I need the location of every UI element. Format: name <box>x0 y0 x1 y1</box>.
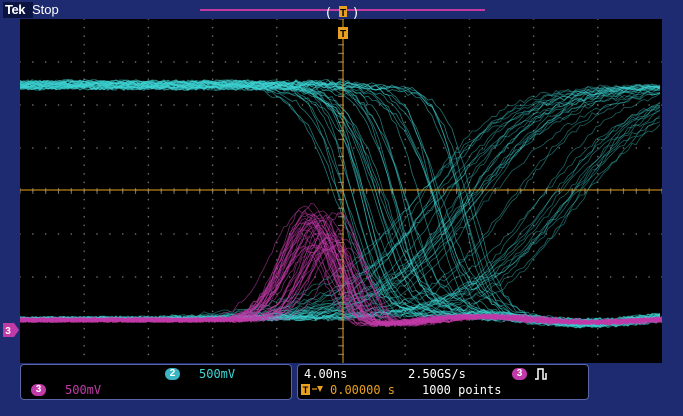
ch2-trace-rising <box>19 84 661 322</box>
svg-text:(: ( <box>326 6 331 21</box>
brand-text: Tek <box>5 2 25 17</box>
horizontal-trigger-readout-panel[interactable]: 4.00ns 2.50GS/s 3 T 0.00000 s 1000 point… <box>297 364 589 400</box>
ch3-trace <box>19 220 663 326</box>
ch3-badge: 3 <box>31 384 46 396</box>
vertical-readout-panel[interactable]: 2 500mV 3 500mV <box>20 364 292 400</box>
ch2-trace-rising <box>19 121 661 322</box>
waveform-traces <box>19 79 663 329</box>
trigger-position-indicator[interactable]: ( ) T <box>326 3 360 21</box>
svg-text:T: T <box>340 29 346 40</box>
status-bar: Tek Stop ( ) T <box>0 0 683 21</box>
readout-bar: 2 500mV 3 500mV 4.00ns 2.50GS/s 3 T 0.00… <box>20 364 662 404</box>
ch2-trace-rising <box>19 124 661 322</box>
ch2-badge: 2 <box>165 368 180 380</box>
ch3-ground-label: 3 <box>5 326 11 337</box>
ch2-trace-falling <box>19 79 661 328</box>
trigger-marker-label: T <box>340 8 346 19</box>
ch2-trace-rising <box>19 84 661 322</box>
record-length: 1000 points <box>422 383 502 397</box>
trigger-source-badge: 3 <box>512 368 527 380</box>
pulse-trigger-icon <box>535 368 547 380</box>
svg-text:T: T <box>303 385 309 395</box>
ch2-trace-rising <box>19 85 661 322</box>
acquisition-status: Stop <box>32 2 59 17</box>
ch2-scale: 500mV <box>199 367 236 381</box>
ch3-trace <box>19 248 663 327</box>
trigger-delay-icon: T <box>301 384 323 395</box>
brand-logo: Tek <box>3 2 33 18</box>
horizontal-scale: 4.00ns <box>304 367 348 381</box>
ch3-ground-marker[interactable]: 3 <box>3 323 20 337</box>
sample-rate: 2.50GS/s <box>408 367 466 381</box>
waveform-plot: T <box>19 18 663 363</box>
waveform-graticule: T <box>19 18 663 363</box>
trigger-point-marker-icon: T <box>338 27 348 40</box>
trigger-delay: 0.00000 s <box>330 383 396 397</box>
svg-text:): ) <box>353 6 358 21</box>
ch3-scale: 500mV <box>65 383 102 397</box>
